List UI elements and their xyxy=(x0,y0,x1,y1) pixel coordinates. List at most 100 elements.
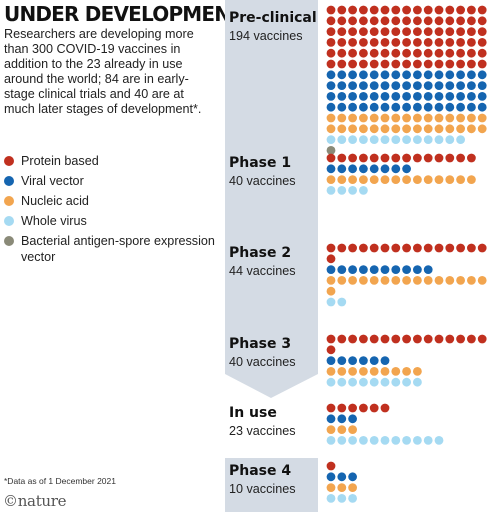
vaccine-dot-viral xyxy=(369,164,379,174)
vaccine-dot-viral xyxy=(391,92,401,101)
vaccine-dot-protein xyxy=(423,153,433,163)
vaccine-dot-viral xyxy=(359,102,368,112)
vaccine-dot-nucleic xyxy=(434,276,444,285)
vaccine-dot-nucleic xyxy=(423,175,433,185)
vaccine-dot-protein xyxy=(456,27,465,36)
vaccine-dot-whole xyxy=(337,186,347,195)
vaccine-dot-protein xyxy=(326,254,336,264)
vaccine-dot-viral xyxy=(348,81,357,90)
vaccine-dot-protein xyxy=(413,38,422,47)
vaccine-dot-protein xyxy=(434,27,444,36)
vaccine-dot-protein xyxy=(348,334,357,344)
vaccine-dot-protein xyxy=(326,38,336,47)
vaccine-dot-protein xyxy=(423,27,433,36)
vaccine-dot-protein xyxy=(445,243,455,253)
vaccine-dot-nucleic xyxy=(391,367,401,376)
stage-name: Phase 3 xyxy=(229,336,292,352)
vaccine-dot-nucleic xyxy=(402,124,411,134)
vaccine-dot-nucleic xyxy=(380,367,390,376)
vaccine-dot-viral xyxy=(391,102,401,112)
stage-count: 44 vaccines xyxy=(229,264,296,278)
vaccine-dot-viral xyxy=(413,92,422,101)
vaccine-dot-whole xyxy=(348,494,357,503)
vaccine-dot-protein xyxy=(369,153,379,163)
vaccine-dot-nucleic xyxy=(402,113,411,123)
vaccine-dot-nucleic xyxy=(423,124,433,134)
vaccine-dot-whole xyxy=(413,135,422,145)
vaccine-dot-viral xyxy=(413,81,422,90)
vaccine-dot-viral xyxy=(402,70,411,80)
vaccine-dot-protein xyxy=(434,59,444,69)
vaccine-dot-protein xyxy=(326,16,336,26)
vaccine-dot-protein xyxy=(369,243,379,253)
vaccine-dot-protein xyxy=(423,243,433,253)
vaccine-dot-viral xyxy=(423,70,433,80)
vaccine-dot-protein xyxy=(348,243,357,253)
vaccine-dot-viral xyxy=(423,265,433,274)
vaccine-dot-protein xyxy=(369,5,379,15)
vaccine-dot-protein xyxy=(467,5,476,15)
vaccine-dot-protein xyxy=(337,153,347,163)
legend-swatch-protein xyxy=(4,156,14,166)
vaccine-dot-nucleic xyxy=(413,276,422,285)
vaccine-dot-protein xyxy=(413,59,422,69)
vaccine-dot-protein xyxy=(477,48,487,58)
vaccine-dot-viral xyxy=(391,265,401,274)
vaccine-dot-viral xyxy=(348,356,357,365)
vaccine-dot-viral xyxy=(445,102,455,112)
vaccine-dot-whole xyxy=(359,436,368,445)
vaccine-dot-protein xyxy=(445,153,455,163)
vaccine-dot-viral xyxy=(413,70,422,80)
vaccine-dot-protein xyxy=(467,153,476,163)
vaccine-dot-whole xyxy=(337,377,347,387)
stage-name: In use xyxy=(229,405,277,421)
vaccine-dot-viral xyxy=(369,92,379,101)
vaccine-dot-nucleic xyxy=(348,425,357,434)
vaccine-dot-protein xyxy=(402,334,411,344)
vaccine-dot-viral xyxy=(477,70,487,80)
vaccine-dot-protein xyxy=(337,59,347,69)
stage-count: 23 vaccines xyxy=(229,424,296,438)
vaccine-dot-protein xyxy=(402,27,411,36)
vaccine-dot-nucleic xyxy=(348,276,357,285)
vaccine-dot-viral xyxy=(380,81,390,90)
vaccine-dot-nucleic xyxy=(337,276,347,285)
vaccine-dot-protein xyxy=(402,48,411,58)
vaccine-dot-whole xyxy=(369,377,379,387)
vaccine-dot-protein xyxy=(359,403,368,413)
vaccine-dot-protein xyxy=(391,153,401,163)
vaccine-dot-protein xyxy=(369,27,379,36)
vaccine-dot-nucleic xyxy=(477,124,487,134)
vaccine-dot-viral xyxy=(337,265,347,274)
vaccine-dot-protein xyxy=(369,59,379,69)
vaccine-dot-protein xyxy=(380,59,390,69)
vaccine-dot-whole xyxy=(359,186,368,195)
stage-label-preclinical: Pre-clinical 194 vaccines xyxy=(229,10,319,44)
vaccine-dot-protein xyxy=(359,153,368,163)
vaccine-dot-whole xyxy=(445,135,455,145)
legend-item-nucleic: Nucleic acid xyxy=(4,193,220,209)
vaccine-dot-protein xyxy=(434,5,444,15)
vaccine-dot-nucleic xyxy=(445,113,455,123)
vaccine-dot-protein xyxy=(380,5,390,15)
vaccine-dot-nucleic xyxy=(477,276,487,285)
vaccine-dot-nucleic xyxy=(369,175,379,185)
vaccine-dot-viral xyxy=(326,472,336,482)
vaccine-dot-protein xyxy=(456,5,465,15)
vaccine-dot-whole xyxy=(348,135,357,145)
vaccine-dot-nucleic xyxy=(391,276,401,285)
vaccine-dot-protein xyxy=(337,403,347,413)
vaccine-dot-protein xyxy=(423,59,433,69)
vaccine-dot-viral xyxy=(413,265,422,274)
vaccine-dot-protein xyxy=(359,334,368,344)
vaccine-dot-protein xyxy=(369,334,379,344)
vaccine-dot-viral xyxy=(402,102,411,112)
vaccine-dot-protein xyxy=(391,243,401,253)
vaccine-dot-nucleic xyxy=(413,124,422,134)
vaccine-dot-nucleic xyxy=(348,124,357,134)
vaccine-dot-protein xyxy=(326,48,336,58)
vaccine-dot-viral xyxy=(359,265,368,274)
vaccine-dot-protein xyxy=(337,5,347,15)
vaccine-dot-whole xyxy=(326,494,336,503)
